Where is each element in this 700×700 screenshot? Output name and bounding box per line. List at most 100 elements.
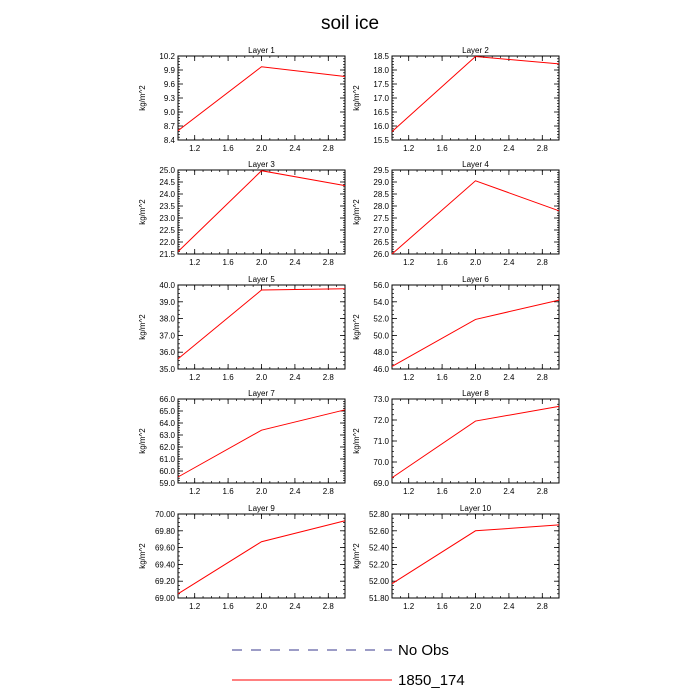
legend: No Obs 1850_174 [232,642,465,689]
x-tick-label: 2.4 [503,373,515,382]
y-tick-label: 52.80 [369,510,390,519]
x-tick-label: 2.0 [470,144,482,153]
plot-frame [391,169,560,255]
y-tick-label: 9.0 [164,108,176,117]
y-tick-label: 24.0 [159,190,175,199]
plot-frame [391,284,560,370]
panel-title: Layer 2 [462,46,489,55]
x-tick-label: 1.2 [403,373,415,382]
y-axis-label: kg/m^2 [352,428,361,454]
y-axis-label: kg/m^2 [352,85,361,111]
y-tick-label: 9.6 [164,80,176,89]
x-tick-label: 2.8 [323,602,335,611]
y-tick-label: 27.0 [373,226,389,235]
x-tick-label: 2.8 [323,487,335,496]
plot-frame [391,55,560,141]
y-tick-label: 38.0 [159,315,175,324]
x-tick-label: 1.6 [437,258,449,267]
y-tick-label: 52.60 [369,527,390,536]
x-tick-label: 2.0 [470,602,482,611]
y-tick-label: 62.0 [159,443,175,452]
series-line [177,66,346,132]
y-tick-label: 8.4 [164,136,176,145]
plot-frame [177,169,346,255]
x-tick-label: 2.4 [289,373,301,382]
panel-layer-8: Layer 8 kg/m^2 1.2 1.6 2.0 2.4 2.8 69.0 70.0 71.0… [352,389,560,496]
panel-layer-7: Layer 7 kg/m^2 1.2 1.6 2.0 2.4 2.8 59.0 60.0 61.0… [138,389,346,496]
y-tick-label: 40.0 [159,281,175,290]
series-line [177,409,346,478]
x-tick-label: 1.6 [223,373,235,382]
y-tick-label: 66.0 [159,395,175,404]
y-tick-label: 15.5 [373,136,389,145]
y-tick-label: 28.5 [373,190,389,199]
x-tick-label: 2.8 [537,373,549,382]
x-tick-label: 2.0 [256,258,268,267]
y-tick-label: 16.5 [373,108,389,117]
y-axis-label: kg/m^2 [138,314,147,340]
x-tick-label: 2.8 [323,373,335,382]
x-tick-label: 1.2 [189,144,201,153]
y-tick-label: 71.0 [373,437,389,446]
y-tick-label: 17.5 [373,80,389,89]
x-tick-label: 2.4 [289,258,301,267]
plot-frame [391,398,560,484]
y-tick-label: 52.20 [369,560,390,569]
x-tick-label: 1.2 [403,487,415,496]
x-tick-label: 2.4 [503,258,515,267]
panel-grid: Layer 1 kg/m^2 1.2 1.6 2.0 2.4 2.8 8.4 8.7 9.0 9.3… [138,46,560,611]
panel-layer-5: Layer 5 kg/m^2 1.2 1.6 2.0 2.4 2.8 35.0 36.0 37.0… [138,275,346,382]
y-tick-label: 59.0 [159,479,175,488]
series-line [391,405,560,479]
x-tick-label: 1.2 [189,487,201,496]
x-tick-label: 2.8 [537,602,549,611]
series-line [391,180,560,255]
x-tick-label: 2.4 [289,602,301,611]
y-tick-label: 63.0 [159,431,175,440]
y-tick-label: 10.2 [159,52,175,61]
x-tick-label: 2.8 [323,258,335,267]
x-tick-label: 2.0 [256,144,268,153]
y-tick-label: 18.5 [373,52,389,61]
x-tick-label: 1.6 [437,602,449,611]
x-tick-label: 2.8 [537,487,549,496]
y-tick-label: 29.0 [373,178,389,187]
panel-layer-3: Layer 3 kg/m^2 1.2 1.6 2.0 2.4 2.8 21.5 22.0 22.5… [138,160,346,267]
y-tick-label: 70.00 [155,510,176,519]
x-tick-label: 1.2 [189,258,201,267]
x-tick-label: 1.6 [223,602,235,611]
series-line [391,299,560,367]
y-tick-label: 17.0 [373,94,389,103]
y-tick-label: 36.0 [159,348,175,357]
x-tick-label: 1.6 [223,144,235,153]
panel-title: Layer 9 [248,504,275,513]
x-tick-label: 1.2 [403,144,415,153]
y-tick-label: 69.80 [155,527,176,536]
x-tick-label: 2.0 [256,602,268,611]
y-axis-label: kg/m^2 [138,85,147,111]
y-tick-label: 69.20 [155,577,176,586]
x-tick-label: 2.8 [323,144,335,153]
y-axis-label: kg/m^2 [138,199,147,225]
x-tick-label: 1.6 [223,258,235,267]
y-tick-label: 29.5 [373,166,389,175]
x-tick-label: 2.0 [470,487,482,496]
y-axis-label: kg/m^2 [352,199,361,225]
x-tick-label: 2.4 [503,487,515,496]
y-tick-label: 35.0 [159,365,175,374]
y-tick-label: 39.0 [159,298,175,307]
y-tick-label: 25.0 [159,166,175,175]
panel-layer-1: Layer 1 kg/m^2 1.2 1.6 2.0 2.4 2.8 8.4 8.7 9.0 9.3… [138,46,346,153]
y-tick-label: 26.5 [373,238,389,247]
x-tick-label: 2.0 [256,487,268,496]
y-axis-label: kg/m^2 [138,543,147,569]
panel-title: Layer 1 [248,46,275,55]
panel-title: Layer 5 [248,275,275,284]
y-tick-label: 52.00 [369,577,390,586]
y-tick-label: 22.5 [159,226,175,235]
y-tick-label: 18.0 [373,66,389,75]
y-tick-label: 69.60 [155,544,176,553]
y-tick-label: 61.0 [159,455,175,464]
y-tick-label: 54.0 [373,298,389,307]
y-tick-label: 60.0 [159,467,175,476]
